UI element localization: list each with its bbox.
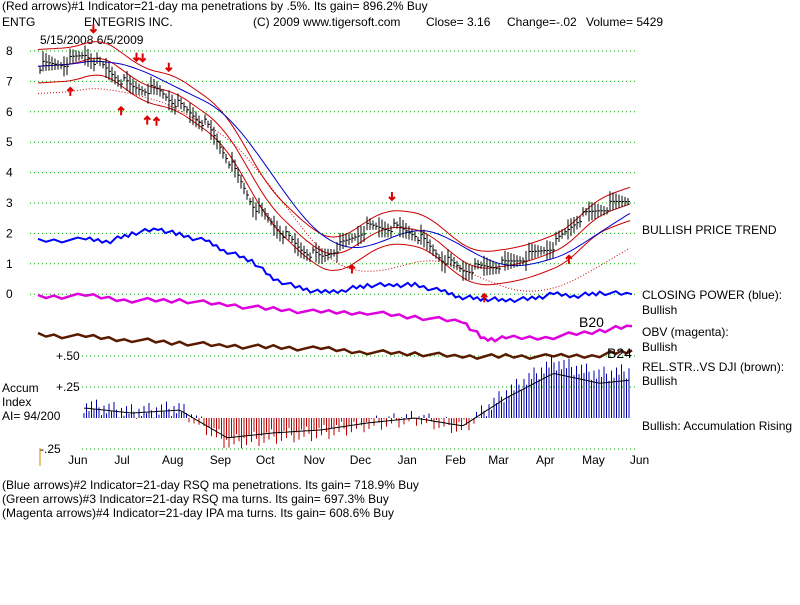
company-name: ENTEGRIS INC.	[84, 15, 173, 29]
accum-tick-label: -.25	[40, 442, 61, 456]
obv-status: Bullish	[642, 340, 677, 354]
lower-band-line	[37, 74, 631, 286]
index-label: Index	[2, 395, 31, 409]
up-arrow-icon	[117, 105, 125, 116]
x-month-label: Oct	[256, 453, 275, 467]
footer-line1: (Blue arrows)#2 Indicator=21-day RSQ ma …	[2, 478, 419, 492]
b20-marker: B20	[579, 314, 604, 330]
up-arrow-icon	[480, 292, 488, 303]
x-month-label: Mar	[488, 453, 509, 467]
accum-label: Accum	[2, 381, 39, 395]
date-range: 5/15/2008 6/5/2009	[40, 33, 144, 47]
ai-score: AI= 94/200	[2, 409, 61, 423]
change-value: Change=-.02	[507, 15, 577, 29]
obv-line	[37, 292, 633, 343]
x-month-label: Jun	[630, 453, 649, 467]
accum-ma-line	[83, 372, 630, 439]
x-month-label: Feb	[445, 453, 466, 467]
x-month-label: Nov	[304, 453, 325, 467]
x-month-label: Jan	[397, 453, 416, 467]
accum-status: Bullish: Accumulation Rising	[642, 419, 792, 433]
header-line1: (Red arrows)#1 Indicator=21-day ma penet…	[2, 0, 428, 13]
down-arrow-icon	[138, 53, 147, 63]
accum-tick-label: +.50	[56, 349, 80, 363]
price-trend-label: BULLISH PRICE TREND	[642, 223, 777, 237]
y-tick-label: 8	[6, 44, 13, 58]
y-tick-label: 2	[6, 226, 13, 240]
rel-str-status: Bullish	[642, 374, 677, 388]
rel-str-label: REL.STR..VS DJI (brown):	[642, 360, 784, 374]
signal-arrows	[66, 24, 573, 303]
x-month-label: May	[582, 453, 605, 467]
up-arrow-icon	[565, 254, 573, 264]
x-month-label: Jul	[114, 453, 129, 467]
y-axis-ticks: 8 7 6 5 4 3 2 1 0 +.50 +.25 -.25	[6, 44, 80, 456]
down-arrow-icon	[89, 24, 98, 34]
closing-power-status: Bullish	[642, 303, 677, 317]
footer-line2: (Green arrows)#3 Indicator=21-day RSQ ma…	[2, 492, 389, 506]
x-month-label: Sep	[210, 453, 232, 467]
indicator-lines	[37, 227, 633, 361]
footer-line3: (Magenta arrows)#4 Indicator=21-day IPA …	[2, 506, 394, 520]
x-month-label: Dec	[350, 453, 371, 467]
ma-bands	[37, 41, 631, 292]
up-arrow-icon	[66, 86, 75, 96]
x-axis-months: Jun Jul Aug Sep Oct Nov Dec Jan Feb Mar Apr May Jun	[68, 453, 649, 467]
y-tick-label: 6	[6, 105, 13, 119]
y-tick-label: 7	[6, 74, 13, 88]
copyright: (C) 2009 www.tigersoft.com	[253, 15, 400, 29]
upper-band-line	[37, 41, 631, 252]
y-tick-label: 0	[6, 287, 13, 301]
close-value: Close= 3.16	[426, 15, 491, 29]
y-tick-label: 5	[6, 135, 13, 149]
down-arrow-icon	[132, 52, 141, 63]
ma-long-dotted-line	[37, 88, 631, 292]
closing-power-line	[37, 227, 633, 304]
y-tick-label: 1	[6, 257, 13, 271]
b24-marker: B24	[607, 345, 632, 361]
price-bars	[39, 45, 630, 281]
x-month-label: Apr	[536, 453, 555, 467]
ticker: ENTG	[2, 15, 35, 29]
obv-label: OBV (magenta):	[642, 325, 729, 339]
rel-str-line	[37, 331, 633, 361]
closing-power-label: CLOSING POWER (blue):	[642, 288, 782, 302]
volume-value: Volume= 5429	[586, 15, 663, 29]
accum-index-bars	[83, 356, 630, 449]
up-arrow-icon	[348, 264, 356, 274]
x-month-label: Jun	[68, 453, 87, 467]
down-arrow-icon	[388, 191, 396, 202]
down-arrow-icon	[165, 62, 173, 73]
ma-50-line	[37, 60, 631, 267]
y-tick-label: 3	[6, 196, 13, 210]
y-tick-label: 4	[6, 166, 13, 180]
accum-tick-label: +.25	[56, 380, 80, 394]
x-month-label: Aug	[162, 453, 183, 467]
up-arrow-icon	[152, 116, 161, 126]
up-arrow-icon	[143, 115, 151, 125]
